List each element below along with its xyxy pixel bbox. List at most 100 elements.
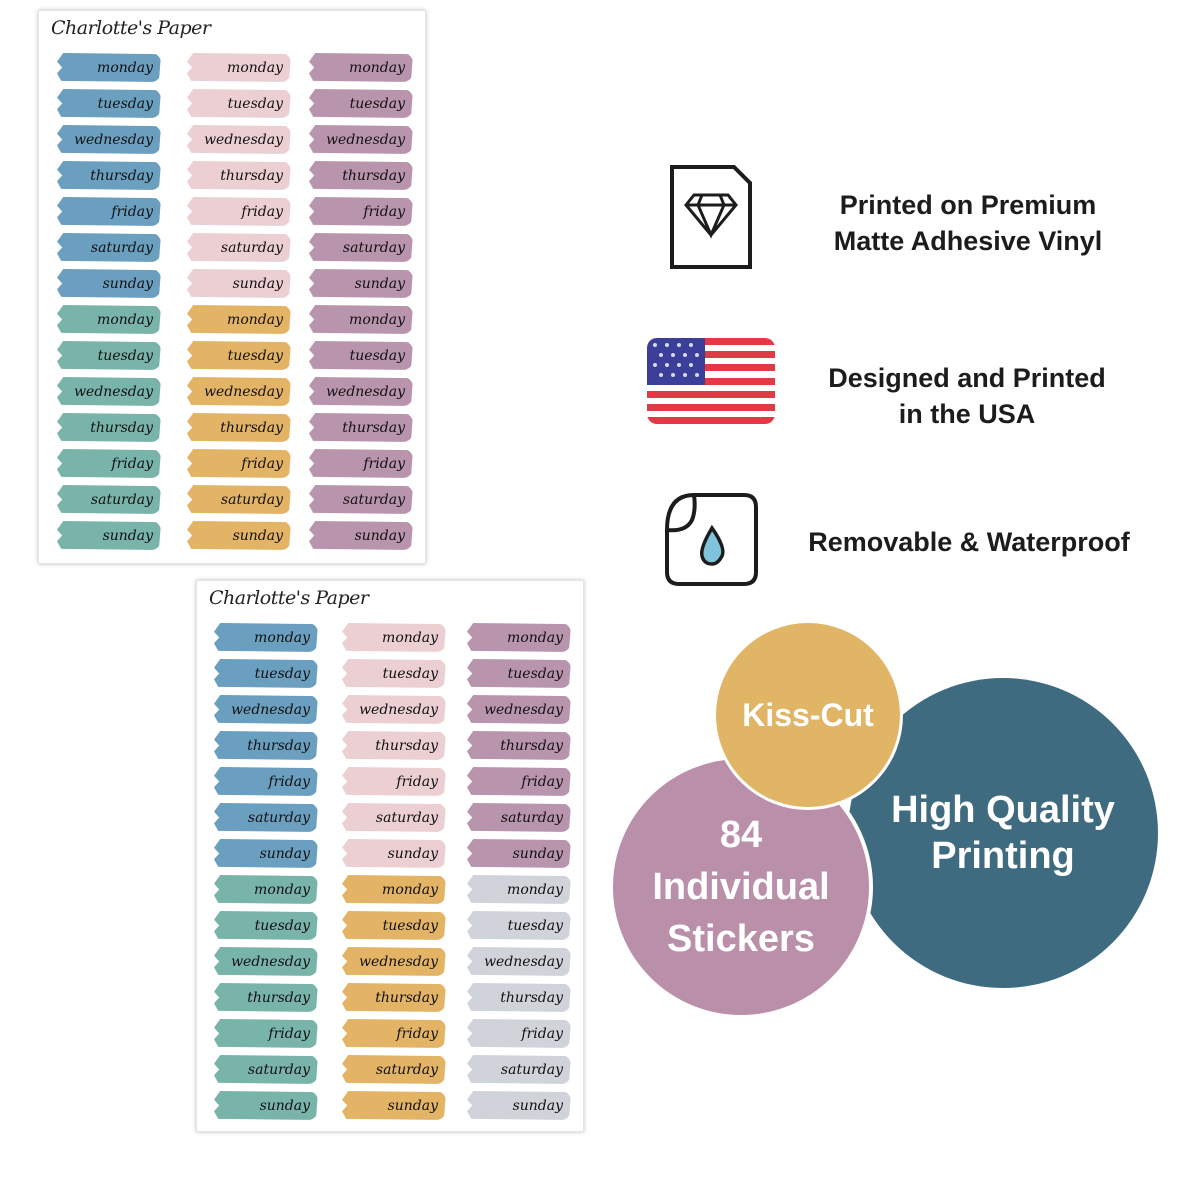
sticker-monday: monday (342, 875, 446, 904)
badge-text: Individual (652, 866, 830, 908)
feature-removable: Removable & Waterproof (664, 492, 1130, 588)
sticker-tuesday: tuesday (309, 341, 413, 370)
sticker-sunday: sunday (57, 269, 161, 298)
sticker-sunday: sunday (342, 1091, 446, 1120)
badge-text: High Quality (891, 789, 1115, 831)
brand-logo: Charlotte's Paper (209, 587, 369, 609)
feature-text: Designed and Printed (828, 363, 1106, 393)
brand-logo: Charlotte's Paper (51, 17, 211, 39)
badge-text: Stickers (667, 918, 815, 960)
sticker-tuesday: tuesday (214, 911, 318, 940)
sticker-tuesday: tuesday (57, 341, 161, 370)
feature-text: Printed on Premium (839, 190, 1097, 220)
sticker-thursday: thursday (309, 413, 413, 442)
sticker-thursday: thursday (187, 161, 291, 190)
sticker-tuesday: tuesday (342, 659, 446, 688)
badge-high-quality: High Quality Printing (848, 678, 1158, 988)
sticker-saturday: saturday (342, 1055, 446, 1084)
sticker-monday: monday (187, 305, 291, 334)
sticker-saturday: saturday (214, 803, 318, 832)
sticker-tuesday: tuesday (214, 659, 318, 688)
sticker-monday: monday (342, 623, 446, 652)
water-drop-sticker-icon (665, 493, 758, 586)
sticker-monday: monday (214, 623, 318, 652)
sticker-wednesday: wednesday (467, 947, 571, 976)
sticker-wednesday: wednesday (57, 125, 161, 154)
sticker-thursday: thursday (342, 983, 446, 1012)
sticker-wednesday: wednesday (214, 947, 318, 976)
diamond-document-icon (670, 165, 752, 269)
sticker-sunday: sunday (467, 839, 571, 868)
sticker-wednesday: wednesday (187, 377, 291, 406)
sticker-sheet-front: Charlotte's Paper monday tuesday wednesday… (196, 580, 584, 1132)
sticker-wednesday: wednesday (342, 695, 446, 724)
sticker-monday: monday (214, 875, 318, 904)
sticker-friday: friday (57, 449, 161, 478)
sticker-wednesday: wednesday (467, 695, 571, 724)
sticker-saturday: saturday (187, 485, 291, 514)
sticker-friday: friday (309, 197, 413, 226)
badge-84-stickers: 84 Individual Stickers (609, 755, 873, 1019)
badge-text: Printing (931, 835, 1075, 877)
sticker-thursday: thursday (187, 413, 291, 442)
sticker-wednesday: wednesday (57, 377, 161, 406)
sticker-friday: friday (467, 767, 571, 796)
sticker-monday: monday (467, 875, 571, 904)
sticker-tuesday: tuesday (57, 89, 161, 118)
sticker-monday: monday (309, 53, 413, 82)
sticker-wednesday: wednesday (309, 377, 413, 406)
feature-text: Matte Adhesive Vinyl (833, 226, 1103, 256)
sticker-thursday: thursday (309, 161, 413, 190)
sticker-friday: friday (309, 449, 413, 478)
sticker-saturday: saturday (467, 1055, 571, 1084)
badge-kiss-cut: Kiss-Cut (713, 620, 903, 810)
sticker-saturday: saturday (57, 485, 161, 514)
sticker-sunday: sunday (214, 839, 318, 868)
sticker-saturday: saturday (467, 803, 571, 832)
sticker-monday: monday (187, 53, 291, 82)
sticker-monday: monday (57, 305, 161, 334)
sticker-sunday: sunday (342, 839, 446, 868)
sticker-friday: friday (214, 1019, 318, 1048)
sticker-saturday: saturday (309, 485, 413, 514)
badge-text: 84 (719, 814, 763, 856)
sticker-wednesday: wednesday (309, 125, 413, 154)
sticker-tuesday: tuesday (467, 659, 571, 688)
sticker-sunday: sunday (309, 269, 413, 298)
sticker-wednesday: wednesday (342, 947, 446, 976)
sticker-tuesday: tuesday (187, 341, 291, 370)
sticker-tuesday: tuesday (309, 89, 413, 118)
sticker-saturday: saturday (214, 1055, 318, 1084)
sticker-tuesday: tuesday (187, 89, 291, 118)
sticker-thursday: thursday (342, 731, 446, 760)
sticker-thursday: thursday (467, 983, 571, 1012)
sticker-saturday: saturday (187, 233, 291, 262)
sticker-friday: friday (57, 197, 161, 226)
sticker-sunday: sunday (187, 521, 291, 550)
feature-text: Removable & Waterproof (808, 527, 1130, 557)
sticker-friday: friday (187, 449, 291, 478)
sticker-saturday: saturday (309, 233, 413, 262)
us-flag-icon (647, 338, 775, 424)
sticker-monday: monday (467, 623, 571, 652)
feature-text: in the USA (898, 399, 1036, 429)
sticker-thursday: thursday (57, 161, 161, 190)
sticker-sunday: sunday (214, 1091, 318, 1120)
feature-usa: Designed and Printed in the USA (647, 338, 1106, 429)
badge-text: Kiss-Cut (742, 696, 874, 733)
sticker-thursday: thursday (467, 731, 571, 760)
feature-premium-vinyl: Printed on Premium Matte Adhesive Vinyl (668, 163, 1102, 271)
sticker-saturday: saturday (57, 233, 161, 262)
sticker-tuesday: tuesday (342, 911, 446, 940)
sticker-sunday: sunday (309, 521, 413, 550)
sticker-friday: friday (342, 767, 446, 796)
sticker-sunday: sunday (467, 1091, 571, 1120)
sticker-monday: monday (57, 53, 161, 82)
sticker-sheet-back: Charlotte's Paper monday tuesday wednesday… (38, 10, 426, 564)
sticker-friday: friday (342, 1019, 446, 1048)
sticker-thursday: thursday (214, 983, 318, 1012)
sticker-monday: monday (309, 305, 413, 334)
sticker-saturday: saturday (342, 803, 446, 832)
sticker-friday: friday (214, 767, 318, 796)
sticker-thursday: thursday (57, 413, 161, 442)
